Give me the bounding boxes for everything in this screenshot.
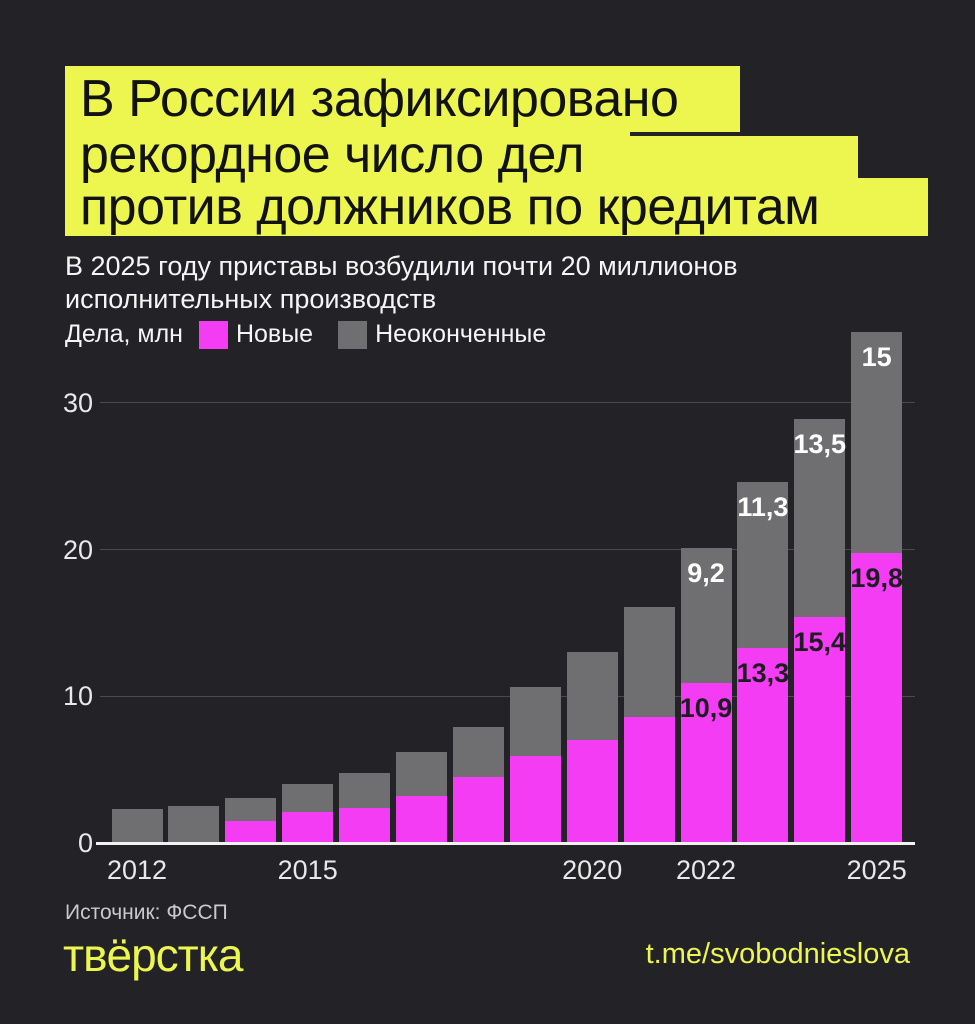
title-text-3: против должников по кредитам	[80, 178, 820, 236]
source-note: Источник: ФССП	[65, 901, 228, 924]
bar-2020-new	[566, 740, 618, 843]
bar-label-2025-new: 19,8	[850, 562, 903, 593]
legend-swatch-unfinished	[338, 320, 368, 349]
bar-2019-unfinished	[509, 687, 561, 757]
x-tick-2015: 2015	[277, 855, 338, 885]
bar-2016-new	[339, 807, 391, 843]
bar-2015-unfinished	[282, 784, 334, 813]
title-highlight-tail	[616, 136, 858, 178]
verstka-logo: твёрстка	[63, 929, 243, 981]
bar-2021-unfinished	[623, 606, 675, 717]
gridline-20	[100, 549, 915, 551]
title-line-1: В России зафиксировано	[65, 66, 740, 132]
bar-2019-new	[509, 756, 561, 843]
y-tick-10: 10	[62, 681, 93, 712]
title-line-2: рекордное число дел	[65, 129, 630, 181]
bar-label-2025-unfinished: 15	[861, 342, 892, 373]
bar-2024-unfinished	[794, 419, 846, 618]
bar-2022-unfinished	[680, 548, 732, 684]
subtitle-line-1: В 2025 году приставы возбудили почти 20 …	[65, 251, 738, 281]
legend-axis-label: Дела, млн	[65, 320, 183, 348]
subtitle-line-2: исполнительных производств	[65, 284, 437, 314]
bar-2021-new	[623, 716, 675, 843]
bar-2022-new	[680, 683, 732, 843]
bar-2013-unfinished	[168, 806, 220, 843]
bar-2023-new	[737, 647, 789, 843]
bar-label-2024-new: 15,4	[793, 627, 847, 658]
legend-label-new: Новые	[235, 320, 314, 348]
x-tick-2025: 2025	[846, 855, 907, 885]
bar-2014-unfinished	[225, 797, 277, 821]
bar-label-2022-new: 10,9	[679, 693, 733, 724]
bar-label-2023-new: 13,3	[736, 657, 790, 688]
x-tick-2020: 2020	[562, 855, 623, 885]
y-tick-30: 30	[62, 387, 93, 418]
gridline-10	[100, 695, 915, 697]
bar-2018-unfinished	[452, 727, 504, 777]
title-line-3: против должников по кредитам	[65, 178, 928, 236]
x-tick-2022: 2022	[675, 855, 737, 885]
title-text-2: рекордное число дел	[80, 126, 584, 184]
bar-label-2022-unfinished: 9,2	[687, 558, 725, 589]
bar-2025-unfinished	[851, 332, 903, 553]
bar-2023-unfinished	[737, 482, 789, 648]
legend-swatch-new	[198, 320, 228, 349]
bar-2024-new	[794, 617, 846, 843]
bar-2016-unfinished	[339, 772, 391, 808]
y-tick-20: 20	[62, 534, 93, 565]
subtitle: В 2025 году приставы возбудили почти 20 …	[65, 250, 738, 316]
x-tick-2012: 2012	[106, 855, 168, 885]
title-text-1: В России зафиксировано	[80, 70, 679, 128]
bar-2015-new	[282, 812, 334, 843]
bar-2012-unfinished	[111, 809, 163, 843]
bar-2014-new	[225, 820, 277, 843]
legend-label-unfinished: Неоконченные	[375, 320, 547, 348]
bar-label-2023-unfinished: 11,3	[737, 492, 789, 523]
gridline-30	[100, 402, 915, 404]
bar-2020-unfinished	[566, 652, 618, 741]
bar-2017-new	[396, 796, 447, 843]
bar-2017-unfinished	[396, 752, 447, 797]
x-axis-line	[96, 842, 915, 845]
bar-2025-new	[851, 552, 903, 843]
bar-2018-new	[452, 776, 504, 843]
y-tick-0: 0	[77, 828, 93, 858]
chart-legend: Дела, млн Новые Неоконченные	[65, 320, 571, 349]
bar-label-2024-unfinished: 13,5	[793, 429, 847, 460]
telegram-link[interactable]: t.me/svobodnieslova	[645, 938, 910, 970]
